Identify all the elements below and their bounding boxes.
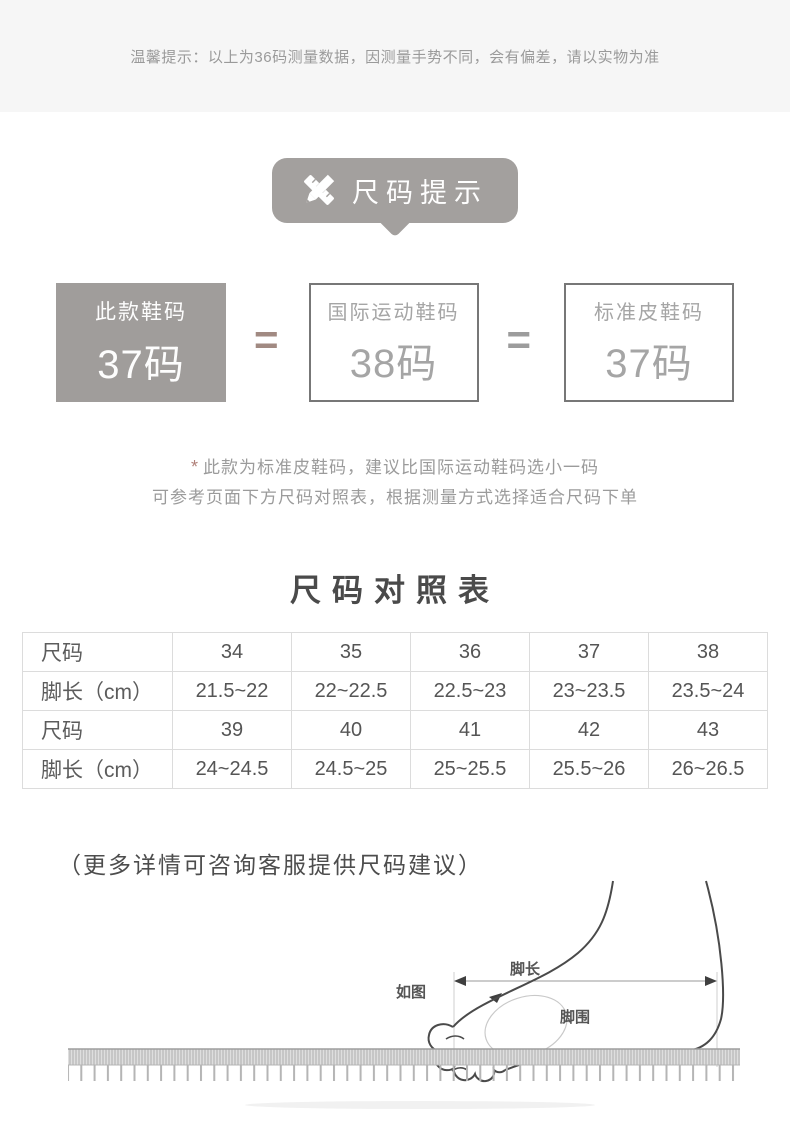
this-shoe-size-box: 此款鞋码 37码: [55, 283, 226, 402]
shadow: [245, 1101, 595, 1109]
equals-sign: =: [253, 315, 279, 363]
table-cell: 36: [410, 632, 530, 672]
size-equivalence-row: 此款鞋码 37码 = 国际运动鞋码 38码 = 标准皮鞋码 37码: [0, 283, 790, 402]
note-line-1: * 此款为标准皮鞋码，建议比国际运动鞋码选小一码: [190, 457, 599, 477]
table-cell: 38: [648, 632, 768, 672]
table-row: 脚长（cm） 24~24.5 24.5~25 25~25.5 25.5~26 2…: [22, 749, 768, 789]
standard-leather-size-label: 标准皮鞋码: [594, 302, 705, 324]
size-comparison-table: 尺码 34 35 36 37 38 脚长（cm） 21.5~22 22~22.5…: [22, 632, 768, 789]
table-cell: 35: [291, 632, 411, 672]
table-cell: 23~23.5: [529, 671, 649, 711]
ruler-band: [68, 1049, 740, 1065]
ruler-long-ticks: [68, 1065, 740, 1081]
foot-girth-label: 脚围: [560, 1009, 590, 1026]
table-row: 尺码 39 40 41 42 43: [22, 710, 768, 750]
arrowhead-right: [705, 976, 717, 986]
ruler-pencil-icon: [304, 174, 335, 205]
table-cell: 41: [410, 710, 530, 750]
table-cell: 39: [172, 710, 292, 750]
intl-sport-size-label: 国际运动鞋码: [327, 302, 460, 324]
as-shown-label: 如图: [396, 983, 426, 1001]
table-row: 脚长（cm） 21.5~22 22~22.5 22.5~23 23~23.5 2…: [22, 671, 768, 711]
table-cell: 26~26.5: [648, 749, 768, 789]
badge-wrap: 尺码提示: [0, 158, 790, 238]
intl-sport-size-value: 38码: [349, 342, 438, 386]
table-cell: 23.5~24: [648, 671, 768, 711]
table-cell: 40: [291, 710, 411, 750]
size-tip-badge: 尺码提示: [272, 158, 518, 238]
badge-label: 尺码提示: [352, 177, 488, 208]
foot-measurement-diagram: 脚长 如图 脚围: [0, 879, 790, 1137]
top-notice-banner: 温馨提示：以上为36码测量数据，因测量手势不同，会有偏差，请以实物为准: [0, 0, 790, 112]
customer-service-note: （更多详情可咨询客服提供尺码建议）: [58, 852, 483, 878]
table-cell: 43: [648, 710, 768, 750]
table-cell: 25.5~26: [529, 749, 649, 789]
row-header: 尺码: [22, 710, 173, 750]
this-shoe-size-label: 此款鞋码: [94, 300, 187, 324]
table-cell: 25~25.5: [410, 749, 530, 789]
table-cell: 22.5~23: [410, 671, 530, 711]
table-row: 尺码 34 35 36 37 38: [22, 632, 768, 672]
row-header: 尺码: [22, 632, 173, 672]
row-header: 脚长（cm）: [22, 671, 173, 711]
foot-length-label: 脚长: [510, 960, 541, 978]
top-notice-text: 温馨提示：以上为36码测量数据，因测量手势不同，会有偏差，请以实物为准: [130, 48, 660, 66]
table-cell: 22~22.5: [291, 671, 411, 711]
row-header: 脚长（cm）: [22, 749, 173, 789]
table-cell: 24.5~25: [291, 749, 411, 789]
foot-diagram-svg: 脚长 如图 脚围: [68, 880, 740, 1109]
table-cell: 34: [172, 632, 292, 672]
standard-leather-size-value: 37码: [605, 342, 693, 386]
foot-instep-outline: [452, 880, 614, 1028]
equals-sign: =: [506, 315, 532, 363]
table-cell: 21.5~22: [172, 671, 292, 711]
table-cell: 24~24.5: [172, 749, 292, 789]
this-shoe-size-value: 37码: [97, 342, 185, 387]
table-cell: 37: [529, 632, 649, 672]
asterisk: *: [190, 457, 199, 477]
arrowhead-left: [454, 976, 466, 986]
intl-sport-size-box: 国际运动鞋码 38码: [308, 283, 479, 402]
note-line-2: 可参考页面下方尺码对照表，根据测量方式选择适合尺码下单: [152, 488, 638, 507]
standard-leather-size-box: 标准皮鞋码 37码: [564, 283, 735, 402]
size-advisory-note: * 此款为标准皮鞋码，建议比国际运动鞋码选小一码 可参考页面下方尺码对照表，根据测…: [0, 452, 790, 513]
table-cell: 42: [529, 710, 649, 750]
size-chart-title: 尺码对照表: [290, 573, 500, 608]
